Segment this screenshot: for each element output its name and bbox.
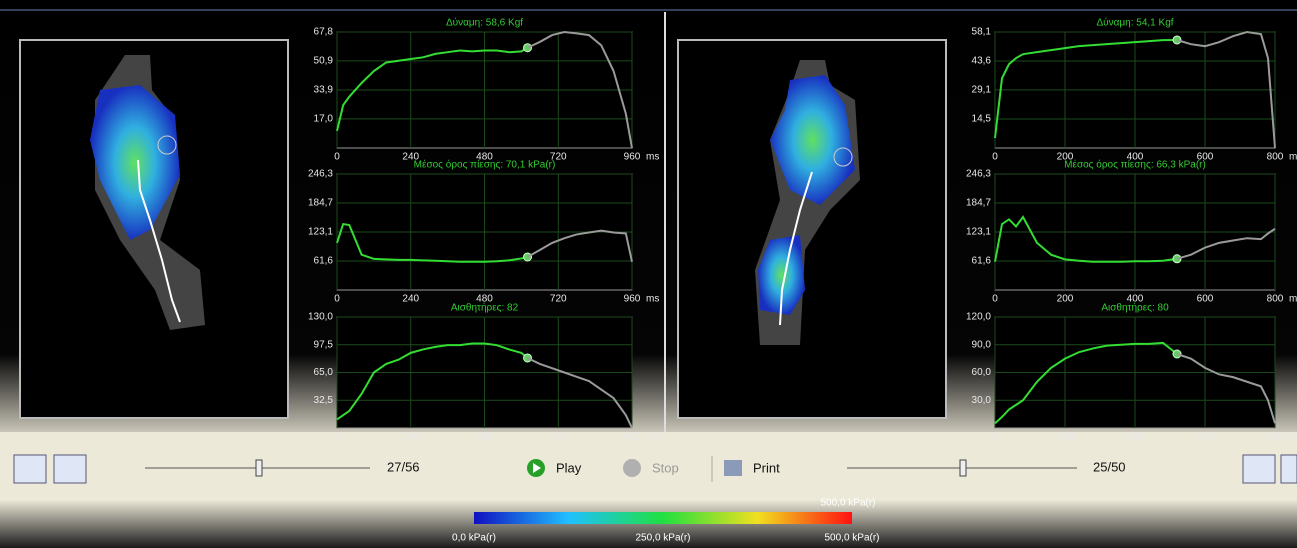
scale-mid-label: 250,0 kPa(r) bbox=[635, 533, 690, 544]
stop-label[interactable]: Stop bbox=[652, 460, 679, 475]
line-chart: Αισθητήρες: 80 30,0 60,0 90,0 120,0 0 200 400 60… bbox=[966, 302, 1297, 443]
x-tick-label: 0 bbox=[334, 294, 340, 305]
screen: 27/56 Play Stop Print 25/50 500,0 kPa(r)… bbox=[0, 0, 1297, 548]
left-foot-view bbox=[20, 40, 288, 418]
x-tick-label: 0 bbox=[992, 152, 998, 163]
x-unit-label: ms bbox=[646, 152, 659, 163]
x-unit-label: ms bbox=[1289, 294, 1297, 305]
right-foot-view bbox=[678, 40, 946, 418]
foot-button[interactable] bbox=[1281, 455, 1297, 483]
y-tick-label: 246,3 bbox=[966, 169, 991, 180]
print-icon[interactable] bbox=[724, 460, 742, 476]
y-tick-label: 30,0 bbox=[972, 395, 992, 406]
chart-title: Αισθητήρες: 82 bbox=[451, 302, 519, 314]
y-tick-label: 184,7 bbox=[308, 198, 333, 209]
slider-thumb[interactable] bbox=[960, 460, 966, 476]
y-tick-label: 65,0 bbox=[314, 367, 334, 378]
y-tick-label: 29,1 bbox=[972, 85, 992, 96]
y-tick-label: 14,5 bbox=[972, 114, 992, 125]
y-tick-label: 123,1 bbox=[308, 227, 333, 238]
print-label[interactable]: Print bbox=[753, 460, 780, 475]
x-tick-label: 600 bbox=[1197, 432, 1214, 443]
x-tick-label: 240 bbox=[402, 294, 419, 305]
scale-min-label: 0,0 kPa(r) bbox=[452, 533, 496, 544]
x-tick-label: 240 bbox=[402, 432, 419, 443]
x-unit-label: ms bbox=[646, 294, 659, 305]
line-chart: Αισθητήρες: 82 32,5 65,0 97,5 130,0 0 240 480 72… bbox=[308, 302, 659, 443]
y-tick-label: 33,9 bbox=[314, 85, 334, 96]
line-chart: Μέσος όρος πίεσης: 66,3 kPa(r) 61,6 123,1 1… bbox=[966, 159, 1297, 305]
y-tick-label: 97,5 bbox=[314, 339, 334, 350]
frame-counter: 25/50 bbox=[1093, 459, 1126, 474]
x-tick-label: 480 bbox=[476, 432, 493, 443]
y-tick-label: 61,6 bbox=[314, 256, 334, 267]
x-unit-label: ms bbox=[646, 432, 659, 443]
y-tick-label: 32,5 bbox=[314, 395, 334, 406]
y-tick-label: 50,9 bbox=[314, 56, 334, 67]
y-tick-label: 120,0 bbox=[966, 312, 991, 323]
frame-counter: 27/56 bbox=[387, 459, 420, 474]
x-tick-label: 0 bbox=[334, 152, 340, 163]
scale-marker-label: 500,0 kPa(r) bbox=[820, 498, 875, 509]
chart-title: Δύναμη: 54,1 Kgf bbox=[1096, 17, 1173, 29]
foot-button[interactable] bbox=[14, 455, 46, 483]
chart-title: Αισθητήρες: 80 bbox=[1101, 302, 1169, 314]
color-bar bbox=[474, 512, 852, 524]
stop-button[interactable] bbox=[623, 459, 641, 477]
scale-max-label: 500,0 kPa(r) bbox=[824, 533, 879, 544]
x-unit-label: ms bbox=[1289, 152, 1297, 163]
y-tick-label: 123,1 bbox=[966, 227, 991, 238]
x-tick-label: 0 bbox=[992, 432, 998, 443]
x-tick-label: 960 bbox=[624, 294, 641, 305]
y-tick-label: 184,7 bbox=[966, 198, 991, 209]
y-tick-label: 60,0 bbox=[972, 367, 992, 378]
x-tick-label: 400 bbox=[1127, 432, 1144, 443]
y-tick-label: 61,6 bbox=[972, 256, 992, 267]
y-tick-label: 130,0 bbox=[308, 312, 333, 323]
grid-button[interactable] bbox=[1243, 455, 1275, 483]
x-tick-label: 0 bbox=[992, 294, 998, 305]
y-tick-label: 67,8 bbox=[314, 27, 334, 38]
x-tick-label: 200 bbox=[1057, 294, 1074, 305]
page: 27/56 Play Stop Print 25/50 500,0 kPa(r)… bbox=[0, 0, 1297, 548]
y-tick-label: 58,1 bbox=[972, 27, 992, 38]
y-tick-label: 43,6 bbox=[972, 56, 992, 67]
line-chart: Δύναμη: 54,1 Kgf14,529,143,658,102004006… bbox=[972, 17, 1297, 163]
x-tick-label: 800 bbox=[1267, 152, 1284, 163]
y-tick-label: 246,3 bbox=[308, 169, 333, 180]
x-tick-label: 960 bbox=[624, 152, 641, 163]
x-tick-label: 800 bbox=[1267, 432, 1284, 443]
x-tick-label: 720 bbox=[550, 432, 567, 443]
chart-title: Μέσος όρος πίεσης: 70,1 kPa(r) bbox=[414, 159, 556, 171]
slider-thumb[interactable] bbox=[256, 460, 262, 476]
line-chart: Μέσος όρος πίεσης: 70,1 kPa(r) 61,6 123,1 1… bbox=[308, 159, 659, 305]
x-unit-label: ms bbox=[1289, 432, 1297, 443]
y-tick-label: 17,0 bbox=[314, 114, 334, 125]
chart-title: Μέσος όρος πίεσης: 66,3 kPa(r) bbox=[1064, 159, 1206, 171]
x-tick-label: 960 bbox=[624, 432, 641, 443]
grid-button[interactable] bbox=[54, 455, 86, 483]
x-tick-label: 0 bbox=[334, 432, 340, 443]
chart-title: Δύναμη: 58,6 Kgf bbox=[446, 17, 523, 29]
x-tick-label: 720 bbox=[550, 294, 567, 305]
x-tick-label: 200 bbox=[1057, 432, 1074, 443]
x-tick-label: 800 bbox=[1267, 294, 1284, 305]
y-tick-label: 90,0 bbox=[972, 339, 992, 350]
x-tick-label: 600 bbox=[1197, 294, 1214, 305]
play-label[interactable]: Play bbox=[556, 460, 582, 475]
